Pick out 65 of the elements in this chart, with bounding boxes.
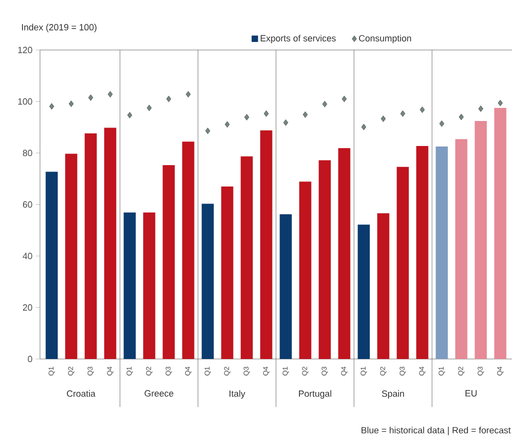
legend-label: Consumption	[359, 34, 412, 44]
bar	[124, 212, 136, 359]
point	[498, 100, 503, 106]
bar	[104, 128, 116, 359]
point	[205, 128, 210, 134]
y-tick-label: 60	[22, 201, 32, 208]
bar	[202, 204, 214, 359]
bar	[240, 156, 253, 359]
point	[283, 119, 288, 126]
point	[342, 96, 347, 102]
text: Greece	[144, 390, 174, 397]
y-tick-label: 100	[18, 98, 32, 105]
y-tick-label: 120	[18, 46, 32, 54]
point	[420, 106, 425, 113]
bar	[474, 121, 487, 359]
point	[146, 104, 152, 112]
text: Portugal	[298, 390, 332, 399]
legend-label: Exports of services	[260, 34, 336, 44]
bar	[280, 214, 292, 359]
bar	[299, 182, 312, 359]
bar	[65, 154, 78, 359]
y-axis-title: Index (2019 = 100)	[22, 24, 96, 32]
bar	[260, 130, 272, 359]
point	[49, 103, 54, 110]
bar	[182, 142, 194, 359]
bar	[358, 224, 370, 359]
point	[244, 114, 250, 120]
bar	[455, 139, 468, 359]
bar	[377, 213, 390, 359]
point	[224, 121, 230, 128]
point	[264, 110, 269, 117]
y-tick-label: 80	[22, 150, 32, 156]
bar	[396, 166, 409, 359]
point	[478, 106, 484, 112]
bar	[46, 172, 58, 359]
point	[88, 94, 94, 101]
bar	[162, 165, 175, 359]
text: Blue = historical data | Red = forecast	[362, 426, 511, 436]
y-tick-label: 0	[28, 356, 32, 362]
bar	[318, 160, 331, 359]
point	[108, 91, 113, 98]
bar	[338, 148, 350, 359]
point	[166, 96, 172, 102]
bar	[416, 146, 428, 359]
point	[322, 100, 328, 108]
text: Italy	[230, 390, 246, 399]
y-tick-label: 40	[22, 252, 32, 260]
point	[361, 124, 366, 130]
point	[186, 91, 191, 98]
bar	[436, 146, 448, 359]
point	[439, 120, 444, 127]
y-tick-label: 20	[22, 304, 32, 311]
text: Spain	[382, 390, 404, 399]
point	[127, 112, 132, 118]
text: EU	[466, 390, 477, 396]
point	[68, 100, 74, 108]
bar	[84, 133, 97, 359]
point	[400, 110, 406, 117]
bar	[143, 212, 156, 359]
point	[380, 116, 386, 122]
point	[458, 114, 464, 120]
text: Croatia	[66, 390, 96, 397]
bar	[494, 108, 506, 359]
point	[302, 111, 308, 118]
bar	[221, 186, 234, 359]
